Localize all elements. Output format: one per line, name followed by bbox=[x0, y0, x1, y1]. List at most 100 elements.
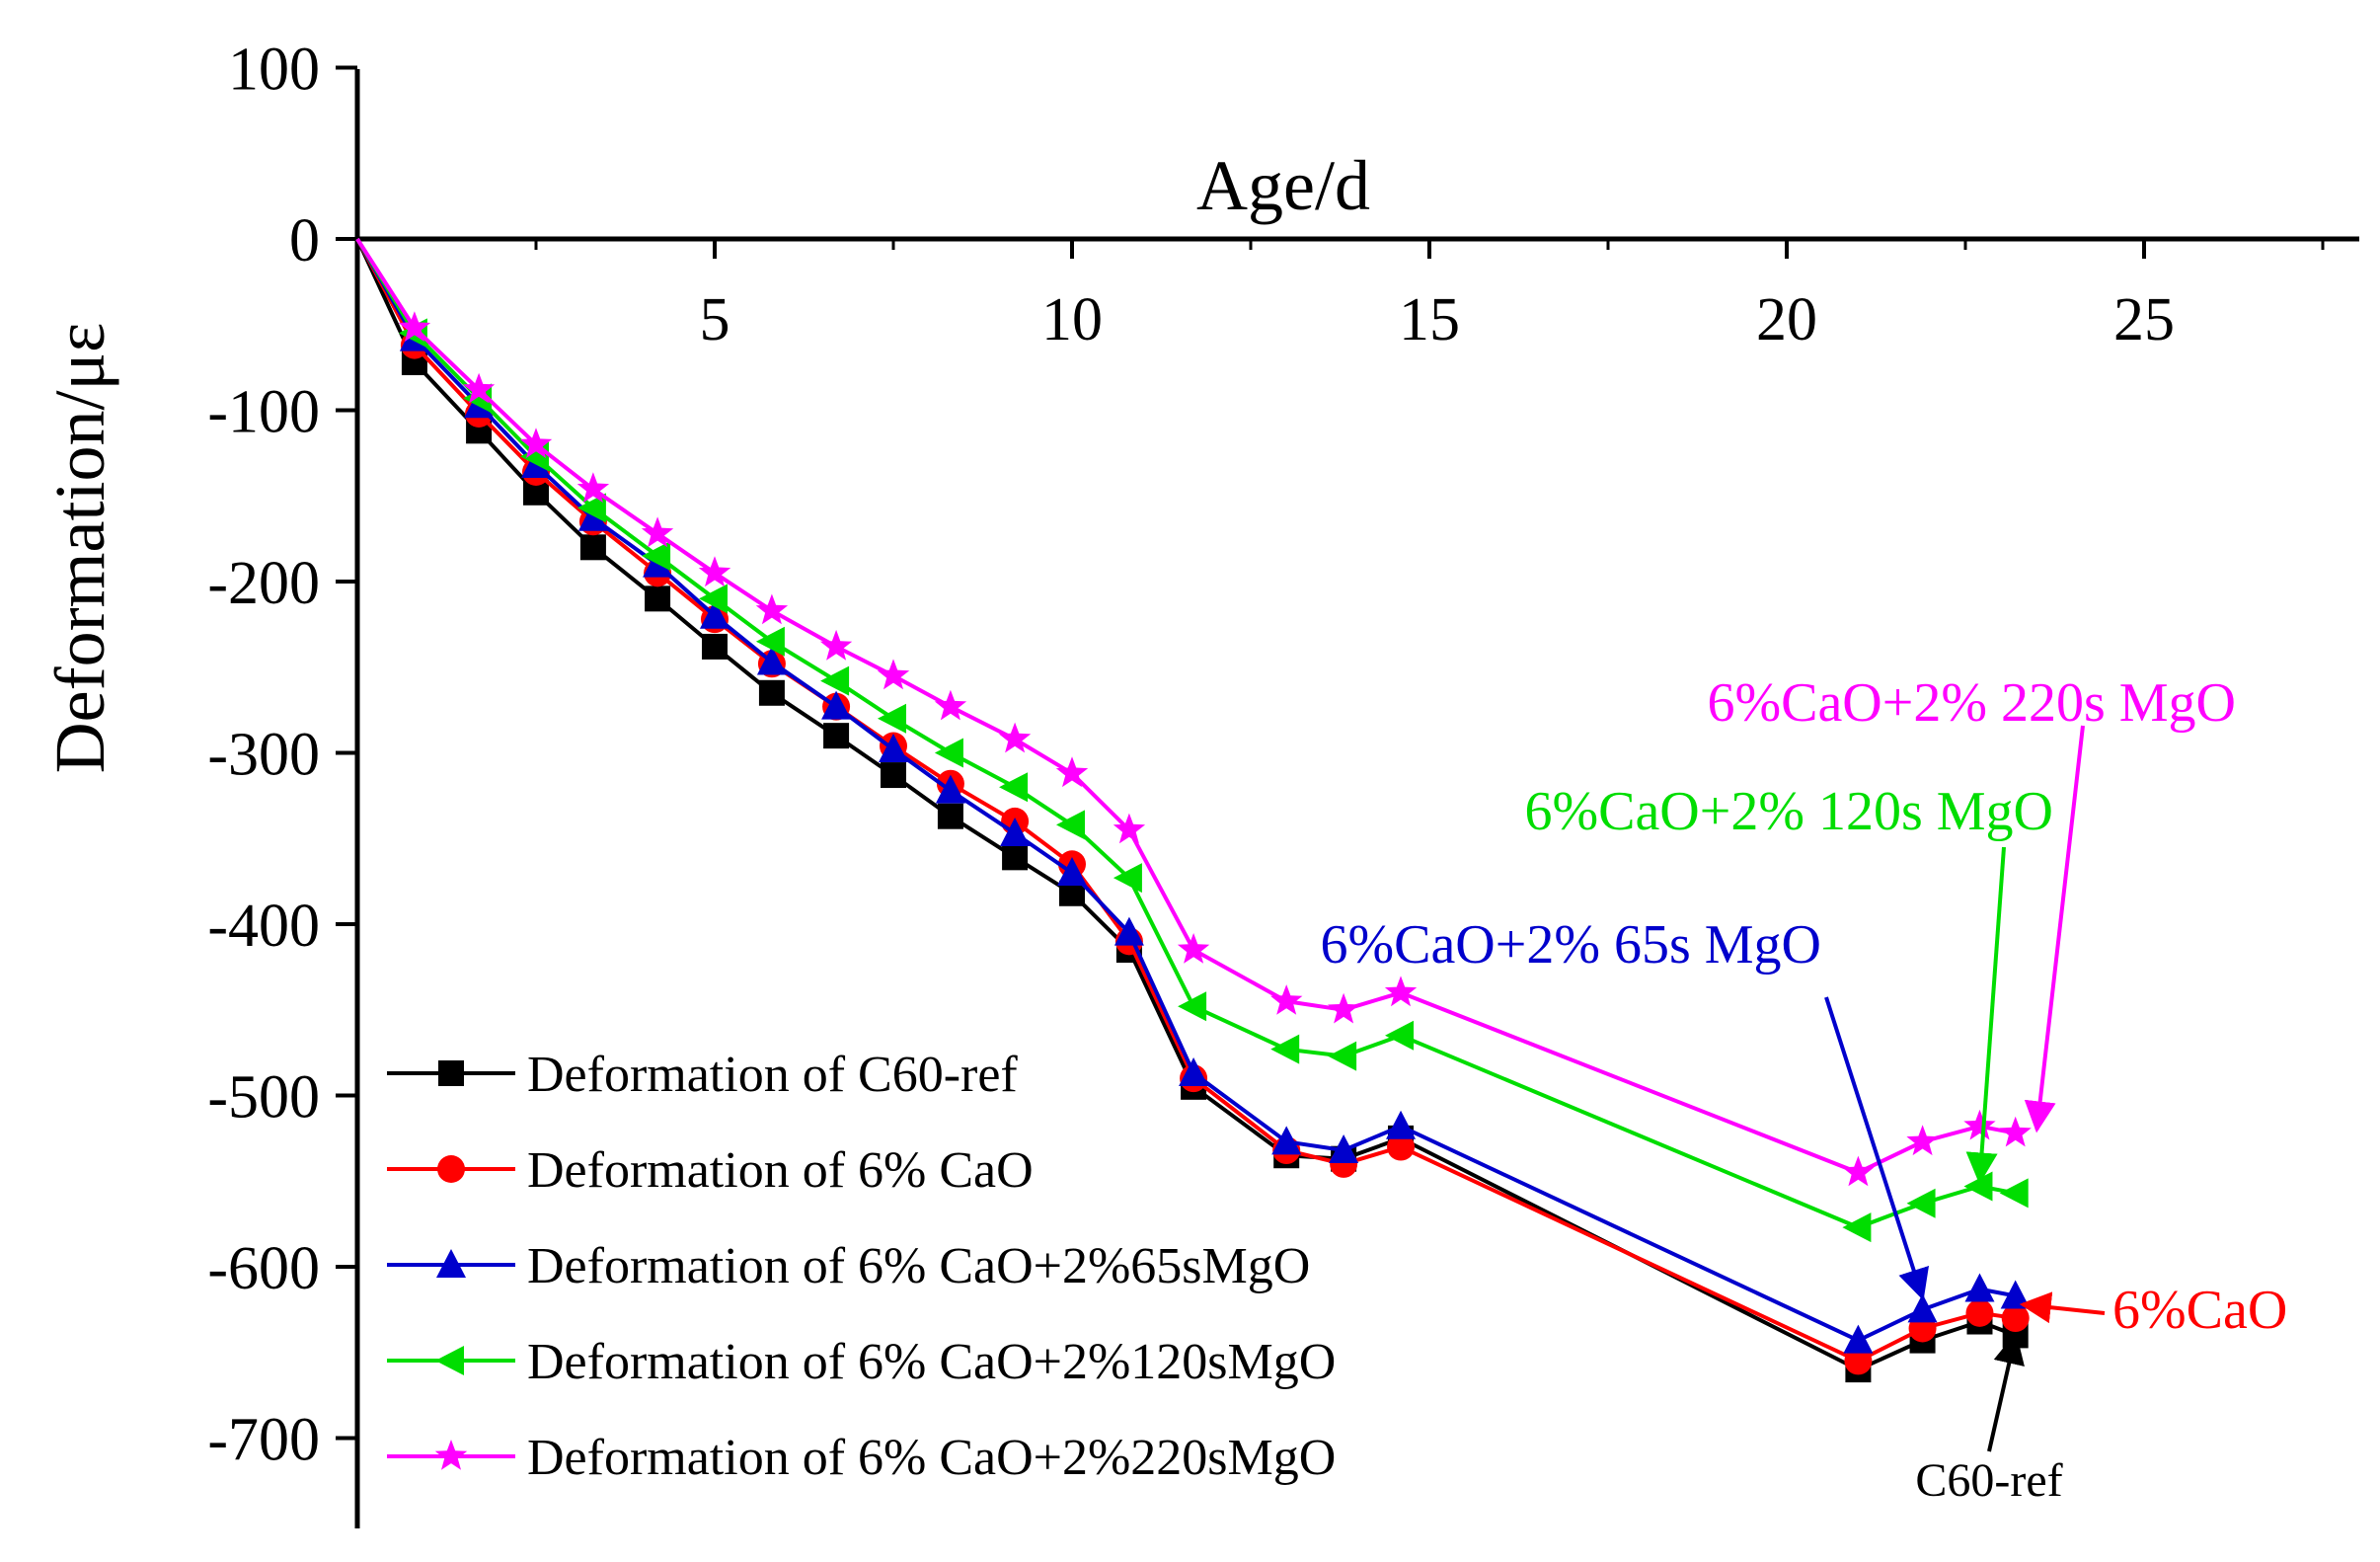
annotation-4: 6%CaO bbox=[2019, 1280, 2287, 1341]
legend-item-2: Deformation of 6% CaO bbox=[387, 1142, 1034, 1199]
legend-label: Deformation of 6% CaO bbox=[527, 1142, 1034, 1199]
data-point bbox=[756, 646, 787, 675]
data-point bbox=[1329, 1134, 1359, 1164]
data-point bbox=[576, 472, 610, 504]
data-point bbox=[1002, 844, 1029, 871]
data-point bbox=[934, 689, 967, 721]
data-point bbox=[1057, 856, 1087, 886]
y-tick-label: -700 bbox=[207, 1407, 320, 1474]
axes-layer: 100 0 -100 -200 -300 -400 -500 -600 -700 5 10 15 20 2… bbox=[207, 37, 2359, 1528]
data-point bbox=[1999, 1116, 2032, 1147]
data-point bbox=[1963, 1109, 1996, 1140]
legend-item-5: Deformation of 6% CaO+2%220sMgO bbox=[387, 1430, 1336, 1486]
data-point bbox=[1906, 1188, 1936, 1218]
data-point bbox=[1113, 813, 1146, 844]
annotation-label: 6%CaO+2% 120s MgO bbox=[1524, 781, 2053, 842]
data-point bbox=[1000, 818, 1031, 847]
data-point bbox=[1386, 1110, 1417, 1139]
data-point bbox=[821, 690, 852, 720]
legend-item-1: Deformation of C60-ref bbox=[387, 1047, 1018, 1103]
data-point bbox=[1270, 1034, 1300, 1064]
data-point bbox=[755, 593, 789, 625]
data-point bbox=[937, 803, 963, 829]
data-point bbox=[758, 679, 785, 706]
annotation-2: 6%CaO+2% 120s MgO bbox=[1524, 781, 2053, 1185]
series-line bbox=[355, 238, 2017, 1343]
legend: Deformation of C60-ref Deformation of 6% … bbox=[387, 1047, 1336, 1486]
data-point bbox=[642, 540, 671, 571]
data-point bbox=[462, 372, 496, 404]
legend-swatch-marker bbox=[436, 1249, 466, 1278]
x-tick-label: 15 bbox=[1399, 286, 1460, 353]
data-point bbox=[879, 734, 908, 763]
annotation-arrow bbox=[1965, 846, 2006, 1185]
y-tick-label: -500 bbox=[207, 1064, 320, 1132]
x-tick-label: 5 bbox=[700, 286, 730, 353]
annotation-arrow bbox=[1824, 996, 1930, 1301]
legend-item-3: Deformation of 6% CaO+2%65sMgO bbox=[387, 1238, 1310, 1294]
data-point bbox=[1177, 933, 1210, 964]
legend-item-4: Deformation of 6% CaO+2%120sMgO bbox=[387, 1334, 1336, 1390]
data-point bbox=[1270, 984, 1303, 1015]
data-point bbox=[820, 665, 850, 696]
data-point bbox=[877, 659, 910, 690]
data-point bbox=[1965, 1298, 1994, 1327]
legend-swatch-marker bbox=[437, 1155, 465, 1183]
annotation-label: 6%CaO+2% 220s MgO bbox=[1707, 672, 2236, 734]
data-point bbox=[1842, 1155, 1875, 1187]
x-tick-label: 20 bbox=[1756, 286, 1817, 353]
data-point bbox=[579, 534, 606, 561]
x-tick-label: 10 bbox=[1041, 286, 1103, 353]
data-point bbox=[998, 722, 1032, 753]
data-point bbox=[1906, 1125, 1939, 1156]
data-point bbox=[1384, 976, 1418, 1007]
series-line bbox=[355, 237, 2017, 1230]
y-tick-label: -300 bbox=[207, 722, 320, 789]
data-point bbox=[1056, 810, 1085, 840]
x-tick-label: 25 bbox=[2113, 286, 2175, 353]
data-point bbox=[1999, 1178, 2029, 1209]
legend-label: Deformation of 6% CaO+2%220sMgO bbox=[527, 1430, 1336, 1486]
y-tick-label: -600 bbox=[207, 1235, 320, 1302]
data-point bbox=[1843, 1324, 1874, 1354]
data-point bbox=[1179, 1056, 1209, 1086]
legend-label: Deformation of 6% CaO+2%120sMgO bbox=[527, 1334, 1336, 1390]
legend-swatch-marker bbox=[438, 1060, 464, 1086]
annotation-1: 6%CaO+2% 220s MgO bbox=[1707, 672, 2236, 1133]
annotation-arrow bbox=[2019, 1291, 2106, 1324]
data-point bbox=[934, 738, 963, 768]
annotation-arrow bbox=[1987, 1332, 2025, 1452]
y-axis-label: Deformation/με bbox=[40, 323, 119, 774]
annotation-arrow bbox=[2024, 725, 2085, 1133]
data-point bbox=[1387, 1132, 1416, 1161]
x-axis-label: Age/d bbox=[1196, 146, 1370, 225]
data-point bbox=[702, 633, 728, 660]
series-line bbox=[355, 238, 2016, 1364]
data-point bbox=[698, 556, 731, 587]
annotation-label: C60-ref bbox=[1915, 1454, 2062, 1507]
series-3 bbox=[355, 238, 2031, 1354]
legend-label: Deformation of C60-ref bbox=[527, 1047, 1018, 1103]
data-point bbox=[1907, 1293, 1938, 1323]
data-point bbox=[519, 428, 553, 458]
data-point bbox=[935, 774, 965, 804]
data-point bbox=[878, 703, 906, 734]
annotation-3: 6%CaO+2% 65s MgO bbox=[1320, 914, 1930, 1301]
data-point bbox=[1964, 1273, 1995, 1302]
data-point bbox=[819, 629, 853, 661]
data-point bbox=[1328, 992, 1360, 1024]
data-point bbox=[1385, 1020, 1415, 1051]
y-tick-label: -400 bbox=[207, 893, 320, 960]
data-point bbox=[1055, 756, 1089, 788]
series-5 bbox=[355, 237, 2032, 1187]
annotation-label: 6%CaO bbox=[2112, 1280, 2287, 1341]
data-point bbox=[1271, 1126, 1302, 1155]
data-point bbox=[999, 772, 1029, 803]
y-tick-label: 100 bbox=[228, 37, 320, 104]
legend-label: Deformation of 6% CaO+2%65sMgO bbox=[527, 1238, 1310, 1294]
legend-swatch-marker bbox=[435, 1346, 464, 1375]
series-line bbox=[355, 237, 2017, 1175]
annotation-5: C60-ref bbox=[1915, 1332, 2063, 1507]
